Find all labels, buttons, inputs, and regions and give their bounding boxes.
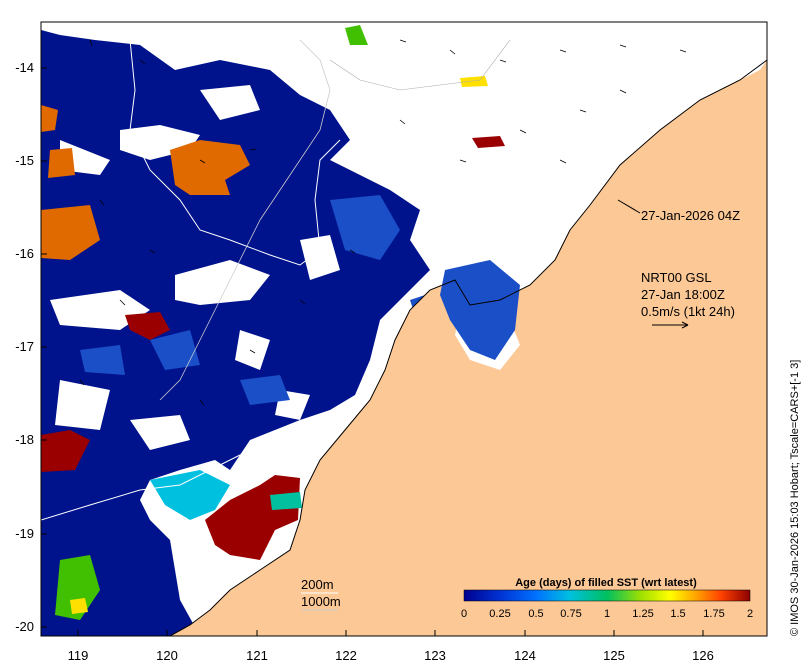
colorbar-tick: 0.5 xyxy=(528,608,543,620)
colorbar-tick: 1.75 xyxy=(703,608,724,620)
colorbar-tick: 1 xyxy=(604,608,610,620)
y-tick-label: -14 xyxy=(15,60,34,75)
colorbar-tick: 0.25 xyxy=(489,608,510,620)
y-tick-label: -19 xyxy=(15,526,34,541)
credit-text: © IMOS 30-Jan-2026 15:03 Hobart; Tscale=… xyxy=(789,360,801,636)
vector-scale-label: 0.5m/s (1kt 24h) xyxy=(641,304,735,319)
sst-orange-region xyxy=(41,105,250,260)
colorbar: Age (days) of filled SST (wrt latest) 0 … xyxy=(455,572,757,630)
x-tick-label: 119 xyxy=(68,648,89,663)
colorbar-tick: 1.5 xyxy=(670,608,685,620)
colorbar-title: Age (days) of filled SST (wrt latest) xyxy=(515,577,697,589)
x-axis: 119 120 121 122 123 124 125 126 xyxy=(68,630,714,663)
contour-1000m-label: 1000m xyxy=(301,594,341,609)
colorbar-ramp xyxy=(463,589,751,602)
x-tick-label: 124 xyxy=(514,648,536,663)
y-tick-label: -15 xyxy=(15,153,34,168)
contour-200m xyxy=(129,39,341,266)
contour-200m-label: 200m xyxy=(301,577,334,592)
contour-1000m xyxy=(159,39,331,401)
x-tick-label: 123 xyxy=(424,648,446,663)
model-label: NRT00 GSL xyxy=(641,270,712,285)
model-time-label: 27-Jan 18:00Z xyxy=(641,287,725,302)
y-tick-label: -18 xyxy=(15,432,34,447)
colorbar-tick: 2 xyxy=(747,608,753,620)
sst-cyan-region xyxy=(150,470,230,520)
colorbar-tick: 0 xyxy=(461,608,467,620)
colorbar-tick: 0.75 xyxy=(560,608,581,620)
cloud-gap xyxy=(50,85,340,450)
sst-fresh-region xyxy=(41,30,430,636)
current-vectors xyxy=(79,39,687,406)
vector-scale-arrow xyxy=(652,321,689,329)
x-tick-label: 120 xyxy=(156,648,178,663)
y-tick-label: -17 xyxy=(15,339,34,354)
plot-area xyxy=(41,22,767,636)
y-tick-label: -16 xyxy=(15,246,34,261)
y-axis: -14 -15 -16 -17 -18 -19 -20 xyxy=(15,60,47,634)
timestamp-label: 27-Jan-2026 04Z xyxy=(641,208,740,223)
x-tick-label: 126 xyxy=(692,648,714,663)
x-tick-label: 125 xyxy=(603,648,625,663)
colorbar-tick: 1.25 xyxy=(632,608,653,620)
x-tick-label: 122 xyxy=(335,648,357,663)
y-tick-label: -20 xyxy=(15,619,34,634)
sst-green-region xyxy=(55,25,368,620)
sst-mid-region xyxy=(80,195,450,405)
x-tick-label: 121 xyxy=(246,648,268,663)
